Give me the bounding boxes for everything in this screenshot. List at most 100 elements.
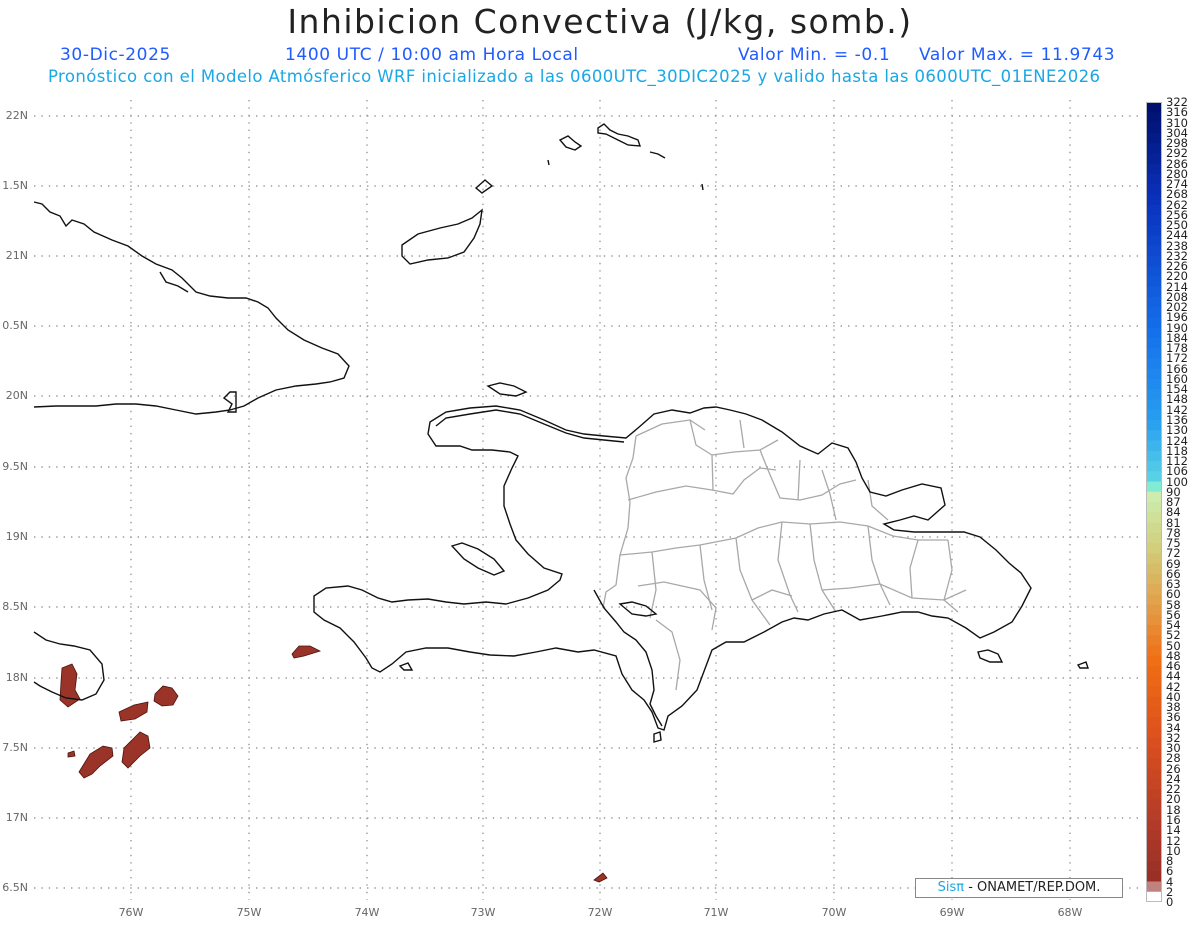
colorbar-label: 52 xyxy=(1166,628,1181,643)
colorbar-label: 4 xyxy=(1166,874,1174,889)
province-border xyxy=(699,544,713,611)
colorbar-label: 130 xyxy=(1166,423,1188,438)
forecast-date: 30-Dic-2025 xyxy=(60,45,171,65)
colorbar-label: 148 xyxy=(1166,392,1188,407)
province-border xyxy=(635,419,706,437)
colorbar-swatch xyxy=(1146,696,1162,708)
colorbar-label: 100 xyxy=(1166,474,1188,489)
colorbar-label: 84 xyxy=(1166,505,1181,520)
colorbar-swatch xyxy=(1146,317,1162,329)
longitude-label: 75W xyxy=(236,906,262,919)
colorbar-label: 262 xyxy=(1166,197,1188,212)
credit-brand: Sisπ xyxy=(937,880,965,895)
colorbar-label: 22 xyxy=(1166,782,1181,797)
colorbar-swatch xyxy=(1146,850,1162,862)
colorbar-swatch xyxy=(1146,276,1162,288)
hispaniola-inner-coast xyxy=(593,589,663,727)
colorbar-label: 172 xyxy=(1166,351,1188,366)
province-border xyxy=(759,449,857,501)
colorbar-label: 310 xyxy=(1166,115,1188,130)
latitude-label: 21N xyxy=(5,249,28,262)
tortuga xyxy=(486,382,528,397)
longitude-label: 73W xyxy=(470,906,496,919)
credit-text: - ONAMET/REP.DOM. xyxy=(964,880,1101,895)
colorbar-label: 2 xyxy=(1166,884,1174,899)
colorbar-label: 124 xyxy=(1166,433,1188,448)
cin-area xyxy=(291,645,322,659)
province-border xyxy=(655,619,681,691)
colorbar-swatch xyxy=(1146,225,1162,236)
colorbar-swatch xyxy=(1146,789,1162,801)
colorbar-label: 136 xyxy=(1166,412,1188,427)
colorbar-swatch xyxy=(1146,881,1162,893)
latitude-label: 9.5N xyxy=(2,460,28,473)
colorbar-label: 42 xyxy=(1166,679,1181,694)
min-value: Valor Min. = -0.1 xyxy=(738,45,891,65)
colorbar-swatch xyxy=(1146,132,1162,144)
hispaniola-coast xyxy=(313,405,1032,731)
colorbar-swatch xyxy=(1146,655,1162,667)
province-border xyxy=(689,419,779,456)
colorbar-label: 106 xyxy=(1166,464,1188,479)
colorbar-label: 280 xyxy=(1166,166,1188,181)
latitude-label: 0.5N xyxy=(2,319,28,332)
longitude-label: 68W xyxy=(1057,906,1083,919)
latitude-label: 1.5N xyxy=(2,179,28,192)
colorbar-label: 322 xyxy=(1166,95,1188,109)
colorbar-swatch xyxy=(1146,430,1162,442)
province-border xyxy=(735,537,771,626)
colorbar-label: 58 xyxy=(1166,597,1181,612)
colorbar-label: 268 xyxy=(1166,187,1188,202)
colorbar-swatch xyxy=(1146,768,1162,780)
province-border xyxy=(627,467,777,501)
colorbar-swatch xyxy=(1146,450,1162,462)
colorbar-swatch xyxy=(1146,378,1162,390)
credit-box: Sisπ - ONAMET/REP.DOM. xyxy=(915,878,1123,898)
colorbar-label: 18 xyxy=(1166,802,1181,817)
colorbar-label: 75 xyxy=(1166,536,1181,550)
colorbar-swatch xyxy=(1146,727,1162,739)
colorbar-swatch xyxy=(1146,481,1162,493)
province-border xyxy=(751,589,793,601)
colorbar-label: 196 xyxy=(1166,310,1188,325)
colorbar-label: 26 xyxy=(1166,761,1181,776)
province-border xyxy=(649,551,657,619)
ile-a-vache xyxy=(398,662,414,671)
colorbar-swatch xyxy=(1146,819,1162,831)
colorbar-label: 274 xyxy=(1166,177,1188,192)
forecast-time: 1400 UTC / 10:00 am Hora Local xyxy=(285,45,579,65)
colorbar-swatch xyxy=(1146,419,1162,431)
colorbar-label: 46 xyxy=(1166,659,1181,674)
colorbar-swatch xyxy=(1146,512,1162,524)
colorbar-label: 190 xyxy=(1166,320,1188,335)
coastlines xyxy=(33,123,1089,743)
colorbar-label: 112 xyxy=(1166,454,1188,468)
colorbar-label: 292 xyxy=(1166,146,1188,161)
cin-area xyxy=(153,685,179,707)
colorbar-swatch xyxy=(1146,112,1162,124)
colorbar-swatch xyxy=(1146,584,1162,595)
longitude-label: 69W xyxy=(939,906,965,919)
island xyxy=(547,159,550,166)
latitude-label: 19N xyxy=(5,530,28,543)
colorbar-label: 30 xyxy=(1166,741,1181,756)
colorbar-swatch xyxy=(1146,543,1162,554)
colorbar-label: 56 xyxy=(1166,607,1181,622)
colorbar-label: 142 xyxy=(1166,402,1188,417)
colorbar-label: 154 xyxy=(1166,382,1188,397)
province-border xyxy=(739,419,745,449)
province-border xyxy=(619,521,948,556)
colorbar-label: 202 xyxy=(1166,300,1188,315)
colorbar-label: 87 xyxy=(1166,495,1181,509)
cin-area xyxy=(593,872,608,883)
colorbar-label: 38 xyxy=(1166,700,1181,715)
colorbar-label: 238 xyxy=(1166,238,1188,253)
longitude-label: 70W xyxy=(821,906,847,919)
colorbar-label: 78 xyxy=(1166,525,1181,540)
colorbar-swatch xyxy=(1146,399,1162,411)
island xyxy=(597,123,641,147)
province-border xyxy=(821,583,967,601)
colorbar-label: 48 xyxy=(1166,648,1181,663)
colorbar-label: 298 xyxy=(1166,136,1188,150)
